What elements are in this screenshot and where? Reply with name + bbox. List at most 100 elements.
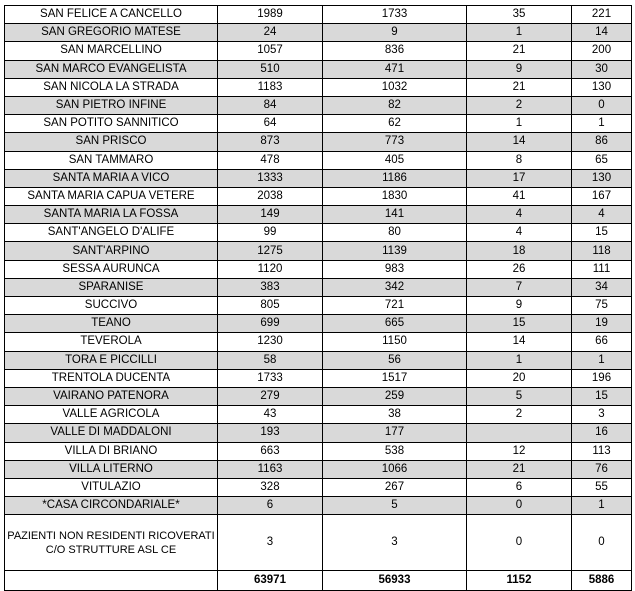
municipality-cell: TRENTOLA DUCENTA xyxy=(4,368,218,388)
table-body: SAN FELICE A CANCELLO 1989 1733 35 221 SAN GR… xyxy=(4,4,632,591)
municipality-cell: VALLE AGRICOLA xyxy=(4,405,218,425)
table-row: VITULAZIO 328 267 6 55 xyxy=(4,477,632,498)
value-col4-cell: 1 xyxy=(571,350,632,370)
value-col4-cell: 3 xyxy=(571,405,632,425)
value-col2-cell: 405 xyxy=(322,150,467,170)
municipality-cell: VALLE DI MADDALONI xyxy=(4,423,218,443)
value-col2-cell: 1186 xyxy=(322,168,467,188)
value-col3-cell: 6 xyxy=(466,477,572,498)
value-col3-cell: 12 xyxy=(466,441,572,461)
value-col2-cell: 538 xyxy=(322,441,467,461)
value-col4-cell: 4 xyxy=(571,205,632,225)
municipality-cell: SANT'ARPINO xyxy=(4,241,218,261)
municipality-cell: SANTA MARIA A VICO xyxy=(4,168,218,188)
municipality-cell: SAN PRISCO xyxy=(4,132,218,152)
value-col3-cell: 2 xyxy=(466,405,572,425)
value-col4-cell: 130 xyxy=(571,77,632,97)
value-col2-cell: 5 xyxy=(322,496,467,516)
table-row: SAN PRISCO 873 773 14 86 xyxy=(4,132,632,152)
table-row: SANT'ARPINO 1275 1139 18 118 xyxy=(4,241,632,261)
value-col1-cell: 383 xyxy=(217,277,323,298)
value-col2-cell: 9 xyxy=(322,23,467,43)
table-row: SANT'ANGELO D'ALIFE 99 80 4 15 xyxy=(4,223,632,243)
value-col3-cell: 18 xyxy=(466,241,572,261)
value-col2-cell: 721 xyxy=(322,295,467,316)
value-col1-cell: 193 xyxy=(217,423,323,443)
value-col3-cell: 8 xyxy=(466,150,572,170)
municipality-cell: SPARANISE xyxy=(4,277,218,298)
value-col1-cell: 84 xyxy=(217,95,323,116)
value-col4-cell: 16 xyxy=(571,423,632,443)
value-col2-cell: 836 xyxy=(322,41,467,61)
value-col4-cell: 34 xyxy=(571,277,632,298)
value-col1-cell: 510 xyxy=(217,59,323,79)
value-col4-cell: 65 xyxy=(571,150,632,170)
table-row: TEVEROLA 1230 1150 14 66 xyxy=(4,332,632,352)
value-col1-cell: 64 xyxy=(217,114,323,134)
value-col2-cell: 3 xyxy=(322,514,467,572)
value-col4-cell: 0 xyxy=(571,95,632,116)
municipality-cell: *CASA CIRCONDARIALE* xyxy=(4,496,218,516)
value-col1-cell: 43 xyxy=(217,405,323,425)
municipality-cell: TORA E PICCILLI xyxy=(4,350,218,370)
municipality-cell: SAN MARCELLINO xyxy=(4,41,218,61)
value-col2-cell: 773 xyxy=(322,132,467,152)
municipality-cell: VITULAZIO xyxy=(4,477,218,498)
municipality-cell: SAN PIETRO INFINE xyxy=(4,95,218,116)
table-row: TRENTOLA DUCENTA 1733 1517 20 196 xyxy=(4,368,632,388)
value-col1-cell: 24 xyxy=(217,23,323,43)
value-col1-cell: 1275 xyxy=(217,241,323,261)
value-col2-cell: 983 xyxy=(322,259,467,279)
table-row: VILLA DI BRIANO 663 538 12 113 xyxy=(4,441,632,461)
table-row: VILLA LITERNO 1163 1066 21 76 xyxy=(4,459,632,479)
municipality-cell: SAN MARCO EVANGELISTA xyxy=(4,59,218,79)
value-col1-cell: 2038 xyxy=(217,186,323,207)
municipality-cell: SANTA MARIA LA FOSSA xyxy=(4,205,218,225)
value-col2-cell: 665 xyxy=(322,314,467,334)
value-col3-cell: 2 xyxy=(466,95,572,116)
table-row: VAIRANO PATENORA 279 259 5 15 xyxy=(4,386,632,407)
value-col3-cell: 14 xyxy=(466,332,572,352)
table-row: SAN MARCELLINO 1057 836 21 200 xyxy=(4,41,632,61)
municipality-cell: VAIRANO PATENORA xyxy=(4,386,218,407)
value-col1-cell: 478 xyxy=(217,150,323,170)
table-row: SAN NICOLA LA STRADA 1183 1032 21 130 xyxy=(4,77,632,97)
value-col3-cell: 21 xyxy=(466,77,572,97)
table-row: SAN TAMMARO 478 405 8 65 xyxy=(4,150,632,170)
value-col2-cell: 1830 xyxy=(322,186,467,207)
municipality-cell: SAN FELICE A CANCELLO xyxy=(4,4,218,25)
total-value-col2-cell: 56933 xyxy=(322,570,467,591)
table-row: SAN FELICE A CANCELLO 1989 1733 35 221 xyxy=(4,4,632,25)
value-col1-cell: 1733 xyxy=(217,368,323,388)
value-col1-cell: 328 xyxy=(217,477,323,498)
municipality-cell: SESSA AURUNCA xyxy=(4,259,218,279)
value-col4-cell: 118 xyxy=(571,241,632,261)
total-value-col4-cell: 5886 xyxy=(571,570,632,591)
value-col3-cell: 4 xyxy=(466,205,572,225)
value-col4-cell: 1 xyxy=(571,496,632,516)
value-col1-cell: 873 xyxy=(217,132,323,152)
table-row: SANTA MARIA A VICO 1333 1186 17 130 xyxy=(4,168,632,188)
value-col1-cell: 1183 xyxy=(217,77,323,97)
table-row: TEANO 699 665 15 19 xyxy=(4,314,632,334)
municipality-cell: SANTA MARIA CAPUA VETERE xyxy=(4,186,218,207)
value-col2-cell: 1032 xyxy=(322,77,467,97)
value-col1-cell: 1057 xyxy=(217,41,323,61)
municipality-cell: SUCCIVO xyxy=(4,295,218,316)
value-col3-cell: 41 xyxy=(466,186,572,207)
table-row: TORA E PICCILLI 58 56 1 1 xyxy=(4,350,632,370)
value-col3-cell: 7 xyxy=(466,277,572,298)
value-col3-cell: 5 xyxy=(466,386,572,407)
municipality-cell: TEVEROLA xyxy=(4,332,218,352)
value-col1-cell: 58 xyxy=(217,350,323,370)
value-col3-cell: 20 xyxy=(466,368,572,388)
value-col3-cell: 14 xyxy=(466,132,572,152)
value-col3-cell: 9 xyxy=(466,295,572,316)
value-col4-cell: 55 xyxy=(571,477,632,498)
totals-label-cell xyxy=(4,570,218,591)
value-col2-cell: 38 xyxy=(322,405,467,425)
table-row: SANTA MARIA LA FOSSA 149 141 4 4 xyxy=(4,205,632,225)
value-col3-cell: 1 xyxy=(466,114,572,134)
value-col4-cell: 19 xyxy=(571,314,632,334)
value-col1-cell: 1230 xyxy=(217,332,323,352)
